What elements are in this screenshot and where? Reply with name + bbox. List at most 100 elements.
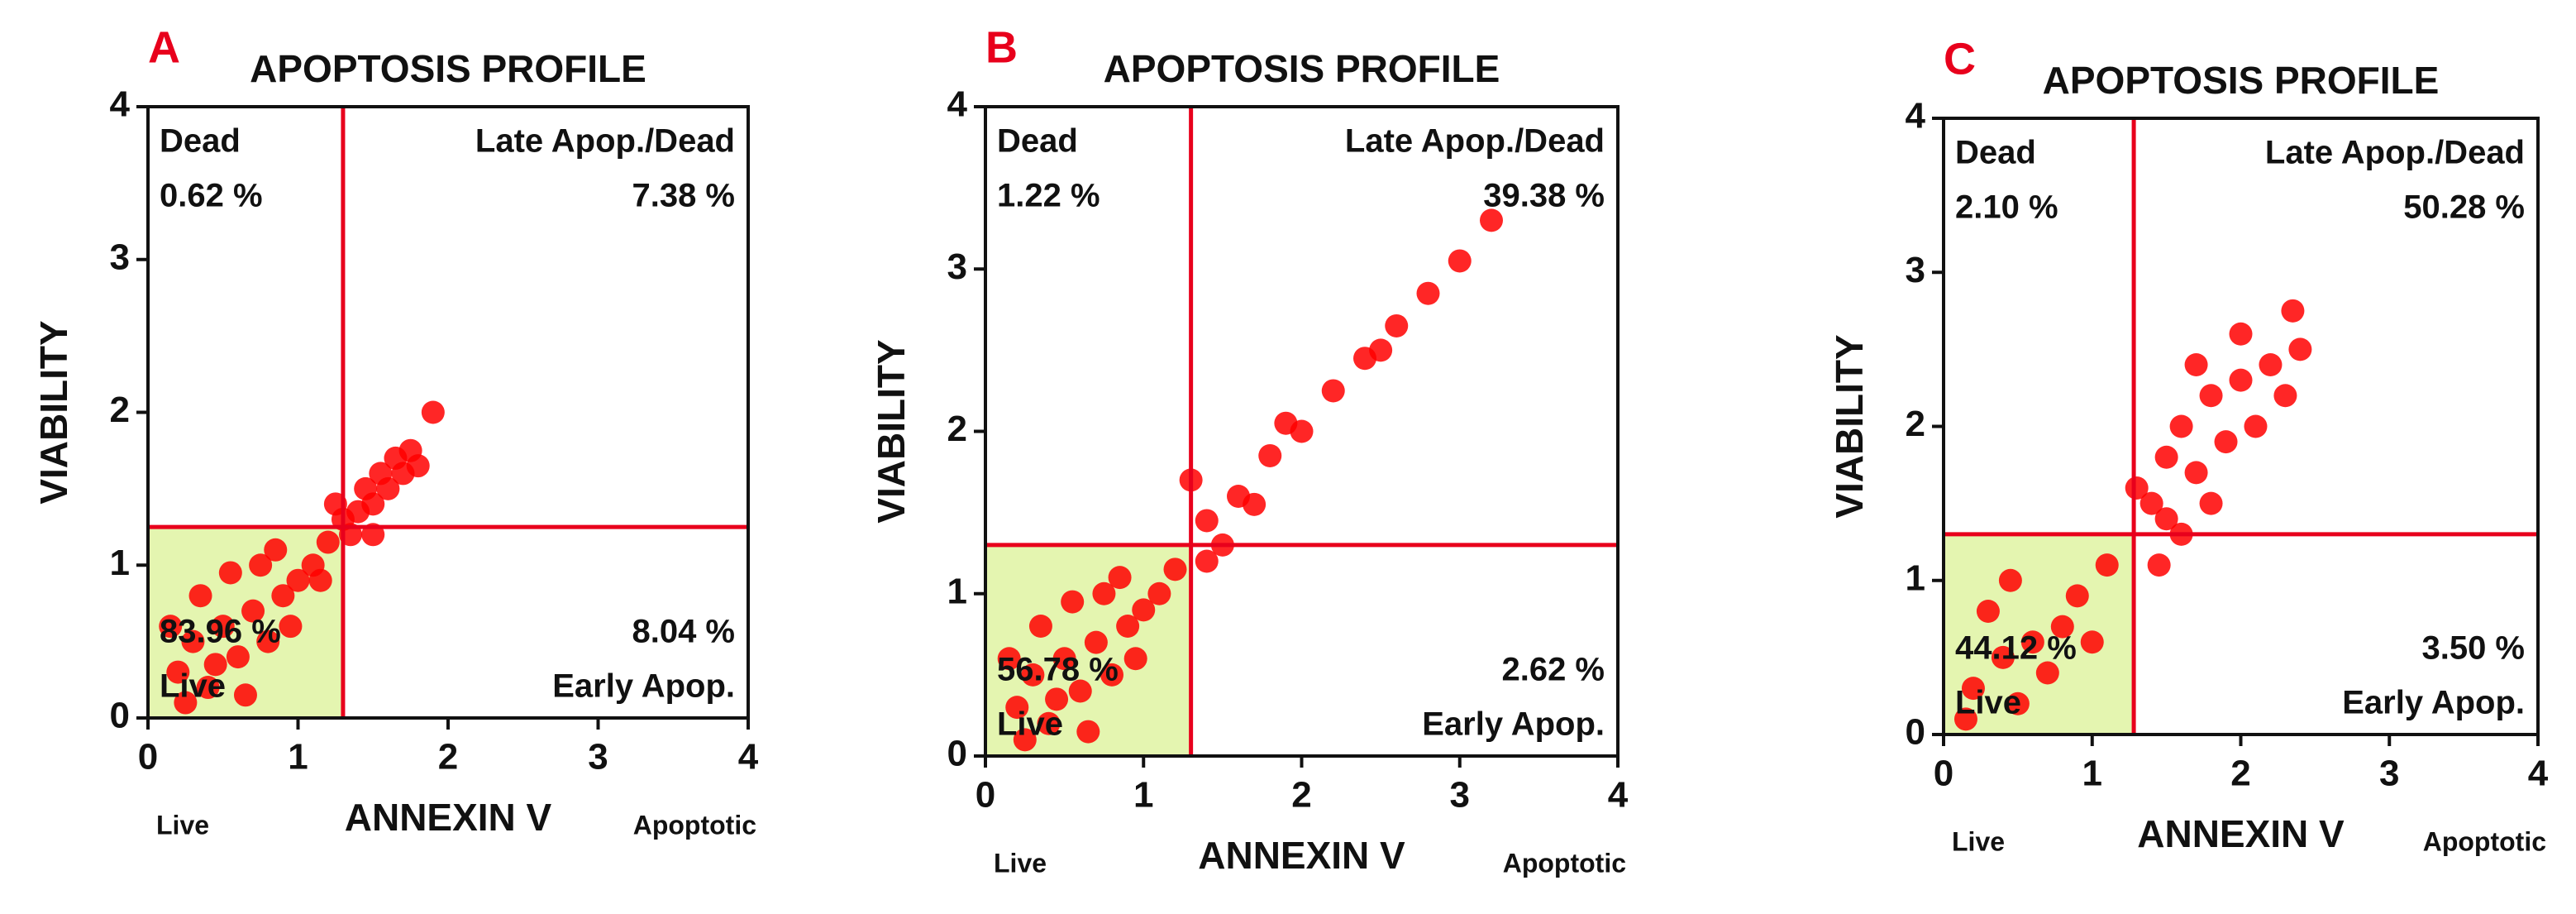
- event-point: [1321, 379, 1345, 403]
- x-left-label: Live: [994, 848, 1047, 878]
- y-tick-label: 1: [1906, 557, 1925, 598]
- chart-title: APOPTOSIS PROFILE: [1104, 47, 1500, 90]
- event-point: [174, 691, 198, 715]
- y-axis-title: VIABILITY: [32, 320, 75, 504]
- quadrant-percent: 50.28 %: [2403, 189, 2525, 226]
- x-tick-label: 1: [288, 737, 308, 778]
- quadrant-name: Dead: [997, 123, 1078, 160]
- quadrant-percent: 83.96 %: [160, 614, 281, 650]
- event-point: [1385, 313, 1409, 337]
- y-tick-label: 3: [110, 237, 130, 277]
- y-tick-label: 0: [1906, 712, 1925, 753]
- event-point: [1061, 590, 1085, 614]
- event-point: [271, 584, 295, 608]
- event-point: [249, 553, 273, 577]
- event-point: [1998, 568, 2022, 592]
- event-point: [181, 629, 205, 653]
- event-point: [406, 454, 430, 478]
- event-point: [2006, 691, 2030, 715]
- quadrant-percent: 2.10 %: [1955, 189, 2058, 226]
- event-point: [2095, 553, 2119, 577]
- event-point: [1147, 581, 1171, 605]
- event-point: [1369, 338, 1393, 362]
- quadrant-name: Late Apop./Dead: [1345, 123, 1605, 160]
- event-point: [1195, 509, 1219, 533]
- event-point: [2154, 445, 2178, 469]
- event-point: [1100, 663, 1123, 687]
- x-tick-label: 2: [438, 737, 458, 778]
- quadrant-name: Early Apop.: [552, 668, 735, 705]
- y-tick-label: 3: [1906, 250, 1925, 290]
- x-tick-label: 3: [588, 737, 608, 778]
- event-point: [2065, 584, 2089, 608]
- event-point: [1132, 598, 1156, 622]
- event-point: [2080, 630, 2104, 654]
- quadrant-name: Dead: [1955, 135, 2036, 171]
- event-point: [1163, 557, 1187, 581]
- x-tick-label: 3: [1450, 775, 1470, 816]
- event-point: [1084, 630, 1108, 654]
- event-point: [1448, 249, 1472, 273]
- y-tick-label: 1: [947, 571, 967, 611]
- event-point: [1976, 600, 2000, 623]
- event-point: [1258, 443, 1282, 467]
- x-tick-label: 4: [2528, 754, 2549, 794]
- event-point: [2288, 337, 2312, 361]
- event-point: [2035, 661, 2059, 685]
- event-point: [166, 660, 190, 684]
- event-point: [2050, 615, 2074, 639]
- event-point: [2020, 630, 2044, 654]
- quadrant-name: Early Apop.: [1422, 706, 1605, 743]
- quadrant-name: Late Apop./Dead: [2265, 135, 2525, 171]
- y-tick-label: 2: [110, 390, 130, 430]
- event-point: [1991, 645, 2015, 669]
- event-point: [1416, 281, 1440, 305]
- event-point: [203, 653, 227, 677]
- event-point: [2140, 491, 2163, 515]
- event-point: [2199, 491, 2223, 515]
- quadrant-percent: 8.04 %: [632, 614, 735, 650]
- event-point: [159, 615, 183, 639]
- event-point: [1021, 663, 1045, 687]
- y-tick-label: 4: [947, 84, 968, 125]
- event-point: [361, 492, 385, 516]
- event-point: [2281, 299, 2305, 323]
- x-right-label: Apoptotic: [1503, 848, 1626, 878]
- x-right-label: Apoptotic: [633, 810, 756, 840]
- quadrant-name: Early Apop.: [2342, 685, 2525, 721]
- event-point: [1123, 647, 1147, 671]
- y-tick-label: 1: [110, 543, 130, 583]
- event-point: [2229, 368, 2253, 392]
- quadrant-name: Live: [997, 706, 1063, 743]
- x-left-label: Live: [1952, 826, 2005, 856]
- event-point: [308, 568, 332, 592]
- x-tick-label: 3: [2379, 754, 2399, 794]
- x-tick-label: 2: [2230, 754, 2250, 794]
- event-point: [264, 538, 288, 562]
- quadrant-percent: 3.50 %: [2421, 630, 2525, 667]
- y-axis-title: VIABILITY: [870, 339, 913, 523]
- y-tick-label: 2: [1906, 404, 1925, 444]
- chart-title: APOPTOSIS PROFILE: [2043, 59, 2440, 102]
- quadrant-name: Live: [160, 668, 226, 705]
- quadrant-name: Late Apop./Dead: [475, 123, 735, 160]
- event-point: [2184, 461, 2208, 485]
- event-point: [241, 599, 265, 623]
- quadrant-percent: 2.62 %: [1501, 652, 1605, 688]
- y-tick-label: 2: [947, 409, 967, 449]
- y-tick-label: 0: [110, 696, 130, 736]
- x-tick-label: 1: [1133, 775, 1153, 816]
- event-point: [286, 568, 310, 592]
- x-axis-title: ANNEXIN V: [345, 796, 552, 839]
- x-right-label: Apoptotic: [2423, 826, 2546, 856]
- event-point: [421, 400, 445, 424]
- x-tick-label: 4: [738, 737, 759, 778]
- event-point: [256, 629, 280, 653]
- x-tick-label: 0: [1934, 754, 1953, 794]
- event-point: [1953, 707, 1977, 731]
- event-point: [2169, 414, 2193, 438]
- event-point: [376, 476, 400, 500]
- event-point: [1116, 615, 1140, 638]
- x-tick-label: 1: [2082, 754, 2102, 794]
